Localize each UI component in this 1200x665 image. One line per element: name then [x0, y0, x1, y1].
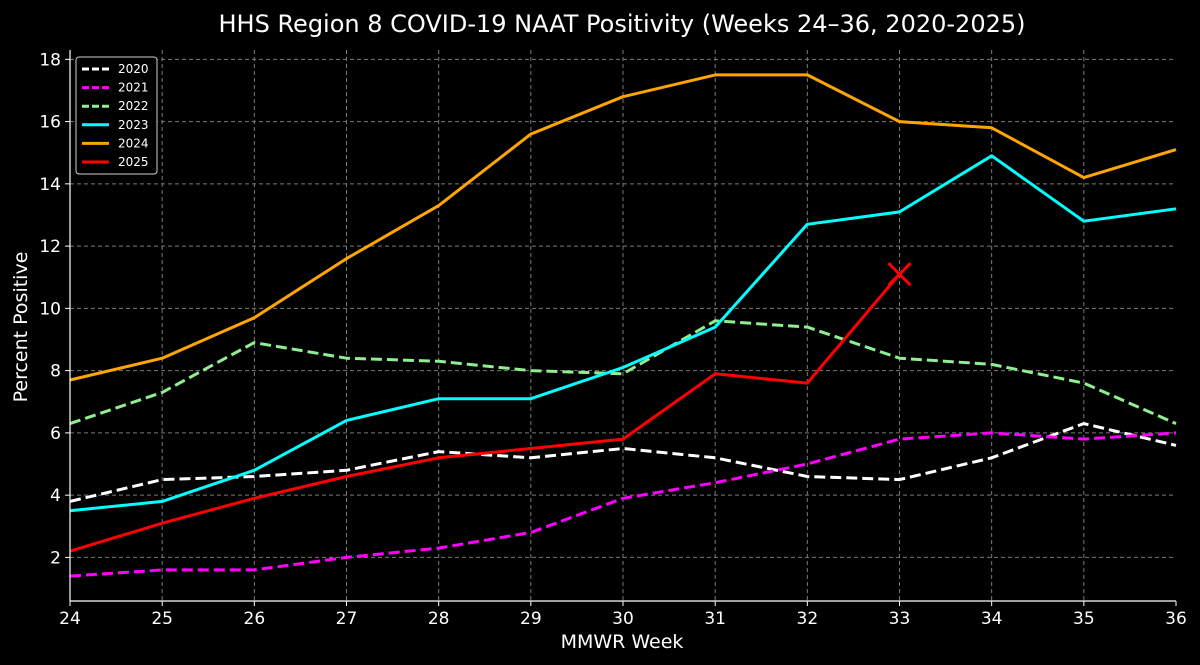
series-line-2022 [69, 319, 1177, 426]
x-axis-label: MMWR Week [561, 631, 684, 653]
series-line-2025 [69, 273, 901, 553]
x-tick-label: 29 [520, 609, 542, 629]
series-end-marker-2025 [887, 262, 912, 287]
x-tick-label: 26 [244, 609, 266, 629]
y-tick-label: 18 [39, 50, 61, 70]
y-tick-label: 8 [50, 362, 61, 382]
y-tick-label: 10 [39, 299, 61, 319]
series-line-2020 [69, 422, 1177, 503]
x-tick-label: 33 [889, 609, 911, 629]
x-tick-label: 35 [1073, 609, 1095, 629]
y-tick-label: 12 [39, 237, 61, 257]
x-tick-label: 31 [704, 609, 726, 629]
y-tick-label: 6 [50, 424, 61, 444]
legend-label-2022: 2022 [118, 99, 149, 113]
legend-label-2020: 2020 [118, 62, 149, 76]
y-tick-label: 14 [39, 175, 61, 195]
y-tick-label: 16 [39, 113, 61, 133]
x-tick-label: 32 [797, 609, 819, 629]
y-tick-label: 4 [50, 486, 61, 506]
chart-title: HHS Region 8 COVID-19 NAAT Positivity (W… [219, 10, 1026, 38]
x-tick-label: 25 [151, 609, 173, 629]
x-tick-label: 28 [428, 609, 450, 629]
y-axis-label: Percent Positive [10, 252, 32, 403]
x-tick-label: 34 [981, 609, 1003, 629]
x-tick-label: 36 [1165, 609, 1187, 629]
axes [65, 50, 1177, 606]
series-layer [69, 73, 1177, 578]
x-tick-label: 27 [336, 609, 358, 629]
legend: 2020 2021 2022 2023 2024 2025 [75, 56, 158, 175]
series-line-2021 [69, 431, 1177, 578]
legend-label-2025: 2025 [118, 155, 149, 169]
series-line-2024 [69, 73, 1177, 382]
x-tick-label: 24 [59, 609, 81, 629]
y-tick-label: 2 [50, 548, 61, 568]
legend-label-2021: 2021 [118, 81, 149, 95]
legend-label-2023: 2023 [118, 118, 149, 132]
legend-label-2024: 2024 [118, 136, 149, 150]
grid [70, 50, 1176, 601]
series-line-2023 [69, 154, 1177, 513]
x-tick-label: 30 [612, 609, 634, 629]
